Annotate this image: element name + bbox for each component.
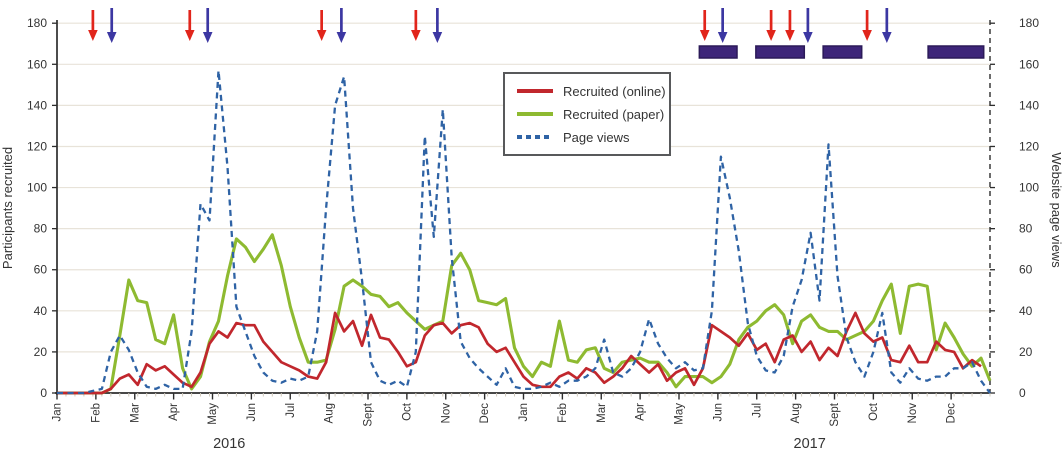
blue-arrow-marker	[106, 8, 117, 43]
month-label: Feb	[557, 403, 569, 423]
purple-period-bar	[698, 45, 738, 59]
series-line-page-views	[57, 69, 991, 395]
right-y-tick-label: 160	[1019, 57, 1039, 71]
purple-period-bar	[927, 45, 985, 59]
left-y-tick-label: 80	[34, 222, 48, 236]
month-label: Nov	[907, 403, 919, 424]
right-y-tick-label: 100	[1019, 181, 1039, 195]
month-label: Aug	[790, 403, 802, 423]
month-label: Jan	[518, 403, 530, 422]
left-y-tick-label: 140	[27, 98, 47, 112]
month-label: Oct	[868, 402, 880, 421]
blue-arrow-marker	[882, 8, 892, 43]
right-y-tick-label: 60	[1019, 263, 1033, 277]
left-y-tick-label: 20	[34, 345, 48, 359]
blue-arrow-marker	[717, 8, 728, 43]
purple-period-bar	[822, 45, 863, 59]
blue-arrow-marker	[202, 8, 213, 43]
legend-label-paper: Recruited (paper)	[563, 106, 665, 122]
right-y-tick-label: 20	[1019, 345, 1033, 359]
legend-item-recruited-online: Recruited (online)	[517, 83, 666, 99]
year-label: 2016	[213, 436, 245, 452]
red-arrow-marker	[766, 10, 776, 41]
legend-label-page-views: Page views	[563, 129, 630, 145]
month-label: Jun	[712, 403, 724, 422]
legend-item-recruited-paper: Recruited (paper)	[517, 106, 664, 122]
red-arrow-marker	[699, 10, 710, 41]
legend-label-online: Recruited (online)	[563, 83, 666, 99]
month-label: Mar	[596, 403, 608, 423]
month-label: May	[674, 403, 686, 425]
legend-item-page-views: Page views	[517, 129, 657, 145]
month-label: Sept	[363, 402, 375, 426]
month-label: Dec	[946, 403, 958, 424]
right-y-tick-label: 80	[1019, 222, 1033, 236]
purple-period-bar	[755, 45, 806, 59]
month-label: Nov	[440, 403, 452, 424]
red-arrow-marker	[88, 10, 98, 41]
left-y-tick-label: 180	[27, 16, 47, 30]
left-y-tick-label: 60	[34, 263, 48, 277]
month-label: Oct	[401, 402, 413, 421]
right-y-tick-label: 180	[1019, 16, 1039, 30]
axes	[52, 20, 995, 400]
series-line-recruited-paper	[57, 233, 992, 395]
legend-swatch-paper	[517, 112, 553, 116]
month-label: Sept	[829, 402, 841, 426]
right-y-tick-label: 120	[1019, 139, 1039, 153]
right-y-tick-label: 0	[1019, 386, 1026, 400]
red-arrow-marker	[316, 10, 327, 41]
red-arrow-marker	[411, 10, 421, 41]
blue-arrow-marker	[803, 8, 813, 43]
month-label: Apr	[168, 403, 180, 421]
red-arrow-marker	[862, 10, 872, 41]
data-series	[57, 69, 992, 395]
right-y-tick-label: 40	[1019, 304, 1033, 318]
month-label: Jan	[52, 403, 64, 422]
month-label: Apr	[635, 403, 647, 421]
month-label: Dec	[479, 403, 491, 424]
month-label: May	[207, 403, 219, 425]
right-y-tick-label: 140	[1019, 98, 1039, 112]
month-label: Mar	[129, 403, 141, 423]
blue-arrow-marker	[336, 8, 347, 43]
legend: Recruited (online) Recruited (paper) Pag…	[503, 72, 671, 156]
month-label: Aug	[324, 403, 336, 423]
left-y-tick-label: 120	[27, 139, 47, 153]
series-line-recruited-online	[57, 311, 982, 395]
legend-swatch-page-views	[517, 135, 553, 139]
left-y-tick-label: 0	[40, 386, 47, 400]
left-axis-title: Participants recruited	[0, 147, 15, 269]
legend-swatch-online	[517, 89, 553, 93]
left-y-tick-label: 100	[27, 181, 47, 195]
month-label: Feb	[90, 403, 102, 423]
month-label: Jul	[285, 403, 297, 418]
month-label: Jun	[246, 403, 258, 422]
right-axis-title: Website page views	[1049, 152, 1064, 268]
red-arrow-marker	[184, 10, 195, 41]
blue-arrow-marker	[432, 8, 443, 43]
tick-labels: 0 0 20 20 40 40 60 60 80 80 100 100 120 120 140 140 160 1…	[27, 16, 1039, 452]
left-y-tick-label: 40	[34, 304, 48, 318]
month-label: Jul	[751, 403, 763, 418]
event-arrows	[88, 8, 892, 43]
left-y-tick-label: 160	[27, 57, 47, 71]
red-arrow-marker	[785, 10, 795, 41]
year-label: 2017	[794, 436, 826, 452]
purple-period-bars	[698, 45, 985, 59]
